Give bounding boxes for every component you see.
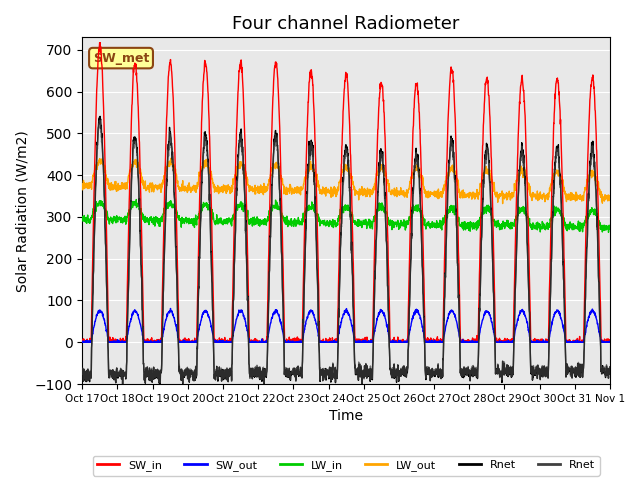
Y-axis label: Solar Radiation (W/m2): Solar Radiation (W/m2) — [15, 130, 29, 291]
X-axis label: Time: Time — [329, 409, 363, 423]
Text: SW_met: SW_met — [93, 51, 149, 65]
Legend: SW_in, SW_out, LW_in, LW_out, Rnet, Rnet: SW_in, SW_out, LW_in, LW_out, Rnet, Rnet — [93, 456, 600, 476]
Title: Four channel Radiometer: Four channel Radiometer — [232, 15, 460, 33]
